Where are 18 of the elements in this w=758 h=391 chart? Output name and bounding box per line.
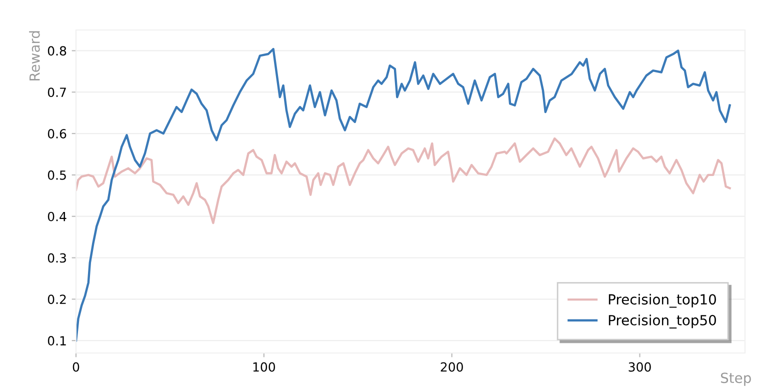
line-series [76, 137, 731, 224]
legend-label: Precision_top50 [608, 314, 716, 328]
y-tick-label: 0.5 [48, 170, 66, 180]
x-tick-label: 100 [253, 362, 276, 372]
y-tick-label: 0.6 [48, 128, 66, 138]
x-axis-title: Step [720, 372, 751, 386]
line-series [76, 48, 731, 342]
y-axis-title: Reward [29, 31, 40, 80]
y-tick-label: 0.4 [48, 212, 66, 222]
x-tick-label: 300 [628, 362, 651, 372]
y-tick-label: 0.2 [48, 294, 66, 304]
y-tick-label: 0.3 [48, 253, 66, 263]
y-tick-label: 0.7 [48, 88, 66, 98]
x-tick-label: 0 [72, 362, 80, 372]
legend-label: Precision_top10 [608, 294, 716, 308]
y-tick-label: 0.8 [48, 46, 66, 56]
x-tick-label: 200 [440, 362, 463, 372]
y-tick-label: 0.1 [48, 336, 66, 346]
